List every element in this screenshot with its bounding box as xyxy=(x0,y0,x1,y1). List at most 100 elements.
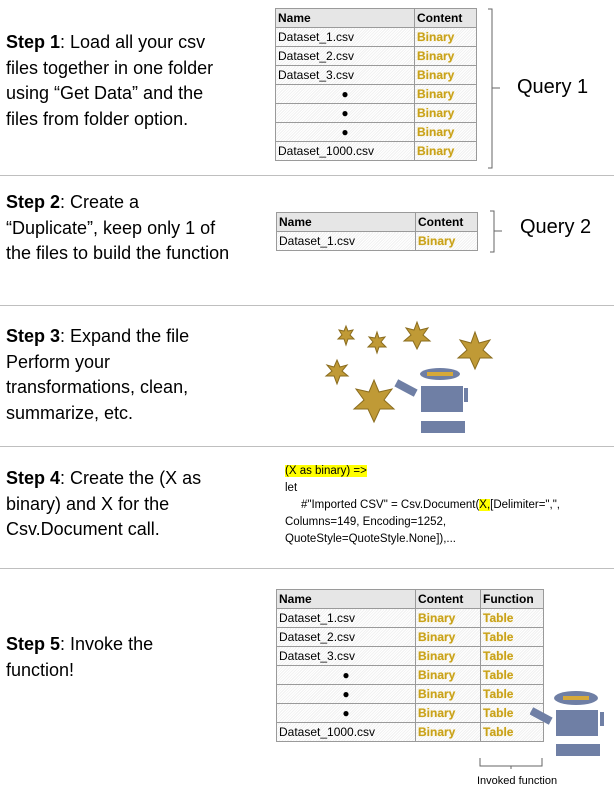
step-2-desc: : Create a “Duplicate”, keep only 1 of t… xyxy=(6,192,230,263)
content-cell: Binary xyxy=(414,46,477,66)
code-snippet: (X as binary) => let #"Imported CSV" = C… xyxy=(285,463,560,548)
function-cell: Table xyxy=(480,684,544,704)
query1-header-row: Name Content xyxy=(275,8,477,28)
code-let: let xyxy=(285,482,298,494)
divider-2 xyxy=(0,305,614,306)
file-name-cell: Dataset_2.csv xyxy=(275,46,415,66)
content-cell: Binary xyxy=(414,65,477,85)
content-cell: Binary xyxy=(415,722,481,742)
query2-label: Query 2 xyxy=(520,216,592,238)
function-cell: Table xyxy=(480,627,544,647)
content-cell: Binary xyxy=(414,84,477,104)
table-row: ● Binary xyxy=(275,84,477,104)
table-row: ● Binary Table xyxy=(276,684,544,704)
step-2-label: Step 2 xyxy=(6,192,61,212)
content-cell: Binary xyxy=(415,665,481,685)
content-cell: Binary xyxy=(415,646,481,666)
table-row: Dataset_1.csv Binary Table xyxy=(276,608,544,628)
query1-table: Name Content Dataset_1.csv Binary Dataset… xyxy=(275,8,477,161)
invoked-function-caption: Invoked function xyxy=(477,775,558,787)
query2-brace xyxy=(490,210,502,253)
divider-4 xyxy=(0,568,614,569)
content-cell: Binary xyxy=(415,608,481,628)
step-1-label: Step 1 xyxy=(6,32,61,52)
ellipsis-dot-cell: ● xyxy=(275,103,415,123)
file-name-cell: Dataset_1.csv xyxy=(275,27,415,47)
step-3-label: Step 3 xyxy=(6,326,61,346)
step-5-text: Step 5: Invoke the function! xyxy=(6,632,206,683)
robot-icon xyxy=(394,368,468,433)
step-4-desc: : Create the (X as binary) and X for the… xyxy=(6,468,202,539)
code-import-options: [Delimiter=",", xyxy=(490,499,560,511)
column-header: Name xyxy=(276,589,416,609)
table-row: ● Binary xyxy=(275,103,477,123)
table-row: Dataset_3.csv Binary Table xyxy=(276,646,544,666)
step-1-text: Step 1: Load all your csv files together… xyxy=(6,30,236,132)
column-header: Content xyxy=(415,589,481,609)
invoked-function-bracket xyxy=(479,758,543,769)
step-4-label: Step 4 xyxy=(6,468,61,488)
step-3-text: Step 3: Expand the file Perform your tra… xyxy=(6,324,221,426)
step-5-label: Step 5 xyxy=(6,634,61,654)
table-row: Dataset_1000.csv Binary xyxy=(275,141,477,161)
column-header: Function xyxy=(480,589,544,609)
divider-3 xyxy=(0,446,614,447)
step-5-desc: : Invoke the function! xyxy=(6,634,154,680)
step-2-text: Step 2: Create a “Duplicate”, keep only … xyxy=(6,190,236,267)
table-row: Dataset_1.csv Binary xyxy=(275,27,477,47)
content-cell: Binary xyxy=(414,141,477,161)
ellipsis-dot-cell: ● xyxy=(275,84,415,104)
function-cell: Table xyxy=(480,722,544,742)
table-row: Dataset_3.csv Binary xyxy=(275,65,477,85)
ellipsis-dot-cell: ● xyxy=(276,703,416,723)
content-cell: Binary xyxy=(415,684,481,704)
query2-table: Name Content Dataset_1.csv Binary xyxy=(276,212,478,251)
file-name-cell: Dataset_1.csv xyxy=(276,231,416,251)
code-columns: Columns=149, Encoding=1252, xyxy=(285,516,447,528)
query1-label: Query 1 xyxy=(517,76,589,98)
table-row: Dataset_1000.csv Binary Table xyxy=(276,722,544,742)
file-name-cell: Dataset_2.csv xyxy=(276,627,416,647)
step-3-desc: : Expand the file Perform your transform… xyxy=(6,326,190,423)
column-header: Content xyxy=(414,8,477,28)
function-cell: Table xyxy=(480,665,544,685)
function-cell: Table xyxy=(480,608,544,628)
magic-stars-icon xyxy=(324,320,494,424)
divider-1 xyxy=(0,175,614,176)
table-row: Dataset_2.csv Binary xyxy=(275,46,477,66)
file-name-cell: Dataset_1000.csv xyxy=(276,722,416,742)
column-header: Content xyxy=(415,212,478,232)
content-cell: Binary xyxy=(414,103,477,123)
ellipsis-dot-cell: ● xyxy=(276,684,416,704)
code-signature: (X as binary) => xyxy=(285,465,367,477)
content-cell: Binary xyxy=(415,627,481,647)
robot-icon xyxy=(530,691,604,756)
ellipsis-dot-cell: ● xyxy=(276,665,416,685)
content-cell: Binary xyxy=(414,27,477,47)
table-row: ● Binary xyxy=(275,122,477,142)
function-cell: Table xyxy=(480,646,544,666)
table-row: ● Binary Table xyxy=(276,703,544,723)
table-row: Dataset_1.csv Binary xyxy=(276,231,478,251)
file-name-cell: Dataset_3.csv xyxy=(275,65,415,85)
invoke-table: Name Content Function Dataset_1.csv Binar… xyxy=(276,589,544,742)
content-cell: Binary xyxy=(415,231,478,251)
column-header: Name xyxy=(276,212,416,232)
table-row: Dataset_2.csv Binary Table xyxy=(276,627,544,647)
ellipsis-dot-cell: ● xyxy=(275,122,415,142)
code-x-arg: X, xyxy=(479,499,491,511)
step-4-text: Step 4: Create the (X as binary) and X f… xyxy=(6,466,231,543)
code-quotestyle: QuoteStyle=QuoteStyle.None]),... xyxy=(285,533,456,545)
content-cell: Binary xyxy=(414,122,477,142)
file-name-cell: Dataset_1.csv xyxy=(276,608,416,628)
content-cell: Binary xyxy=(415,703,481,723)
column-header: Name xyxy=(275,8,415,28)
step-1-desc: : Load all your csv files together in on… xyxy=(6,32,214,129)
query1-brace xyxy=(488,8,500,169)
table-row: ● Binary Table xyxy=(276,665,544,685)
file-name-cell: Dataset_3.csv xyxy=(276,646,416,666)
invoke-header-row: Name Content Function xyxy=(276,589,544,609)
query2-header-row: Name Content xyxy=(276,212,478,232)
code-import-prefix: #"Imported CSV" = Csv.Document( xyxy=(301,499,480,511)
file-name-cell: Dataset_1000.csv xyxy=(275,141,415,161)
